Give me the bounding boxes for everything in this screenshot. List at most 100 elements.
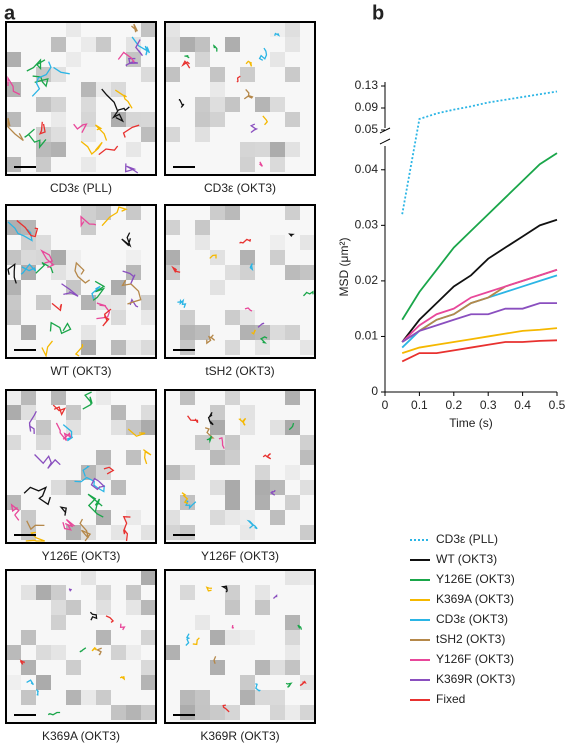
pixel — [300, 705, 315, 720]
pixel — [270, 22, 285, 37]
track — [24, 128, 47, 149]
track — [51, 302, 63, 312]
pixel — [126, 250, 141, 265]
pixel — [81, 325, 96, 340]
y-tick-label: 0.01 — [355, 329, 379, 343]
track — [62, 519, 75, 531]
x-axis-label: Time (s) — [449, 416, 493, 430]
pixel — [195, 435, 210, 450]
pixel — [180, 390, 195, 405]
image-caption: K369A (OKT3) — [42, 729, 120, 743]
track — [111, 106, 130, 123]
pixel — [51, 127, 66, 142]
pixel — [141, 310, 156, 325]
pixel — [96, 450, 111, 465]
pixel — [240, 630, 255, 645]
track — [53, 66, 70, 75]
y-tick-label: 0.03 — [355, 218, 379, 232]
pixel — [210, 480, 225, 495]
image-caption: tSH2 (OKT3) — [205, 364, 274, 378]
pixel — [285, 390, 300, 405]
pixel — [51, 645, 66, 660]
pixel — [225, 340, 240, 355]
pixel — [36, 435, 51, 450]
pixel — [300, 235, 315, 250]
track — [49, 321, 72, 335]
pixel — [195, 325, 210, 340]
track — [143, 449, 152, 465]
pixel — [225, 390, 240, 405]
x-tick-label: 0.4 — [514, 398, 531, 412]
track — [127, 428, 146, 437]
x-tick-label: 0.2 — [445, 398, 462, 412]
pixel — [225, 480, 240, 495]
pixel — [141, 127, 156, 142]
pixel — [141, 600, 156, 615]
pixel — [36, 675, 51, 690]
track — [288, 422, 295, 431]
pixel — [126, 420, 141, 435]
track — [119, 623, 126, 631]
track — [121, 279, 142, 305]
pixel — [96, 690, 111, 705]
track — [222, 704, 230, 713]
pixel — [240, 405, 255, 420]
track — [26, 58, 46, 72]
track — [10, 503, 20, 521]
track — [122, 270, 136, 284]
pixel — [96, 630, 111, 645]
track — [80, 140, 103, 156]
pixel — [81, 690, 96, 705]
pixel — [240, 157, 255, 172]
legend-label: Y126E (OKT3) — [436, 572, 515, 586]
pixel — [225, 705, 240, 720]
pixel — [285, 660, 300, 675]
legend-label: K369A (OKT3) — [436, 592, 514, 606]
pixel — [66, 420, 81, 435]
track — [231, 625, 235, 629]
pixel — [111, 645, 126, 660]
pixel — [210, 405, 225, 420]
pixel — [6, 157, 21, 172]
track — [274, 32, 281, 37]
pixel — [6, 405, 21, 420]
pixel — [210, 705, 225, 720]
pixel — [66, 22, 81, 37]
pixel — [126, 585, 141, 600]
pixel — [300, 525, 315, 540]
track — [20, 263, 37, 275]
pixel — [36, 295, 51, 310]
pixel — [126, 265, 141, 280]
pixel — [96, 510, 111, 525]
pixel — [126, 340, 141, 355]
pixel — [255, 690, 270, 705]
pixel — [210, 450, 225, 465]
track — [87, 493, 104, 518]
track — [285, 682, 293, 688]
pixel — [51, 600, 66, 615]
legend-label: CD3ε (OKT3) — [436, 612, 508, 626]
track — [40, 249, 55, 269]
track — [244, 307, 253, 312]
pixel — [240, 675, 255, 690]
pixel — [285, 37, 300, 52]
pixel — [210, 420, 225, 435]
pixel — [141, 675, 156, 690]
pixel — [300, 480, 315, 495]
track — [41, 340, 54, 358]
image-frame — [164, 389, 316, 544]
track — [94, 124, 108, 141]
track — [287, 233, 295, 237]
pixel — [285, 705, 300, 720]
pixel — [6, 675, 21, 690]
pixel — [126, 705, 141, 720]
pixel — [165, 127, 180, 142]
legend-label: WT (OKT3) — [436, 552, 497, 566]
pixel — [51, 142, 66, 157]
pixel — [210, 250, 225, 265]
pixel — [51, 480, 66, 495]
pixel — [195, 615, 210, 630]
track — [119, 676, 126, 681]
pixel — [285, 325, 300, 340]
pixel — [21, 405, 36, 420]
